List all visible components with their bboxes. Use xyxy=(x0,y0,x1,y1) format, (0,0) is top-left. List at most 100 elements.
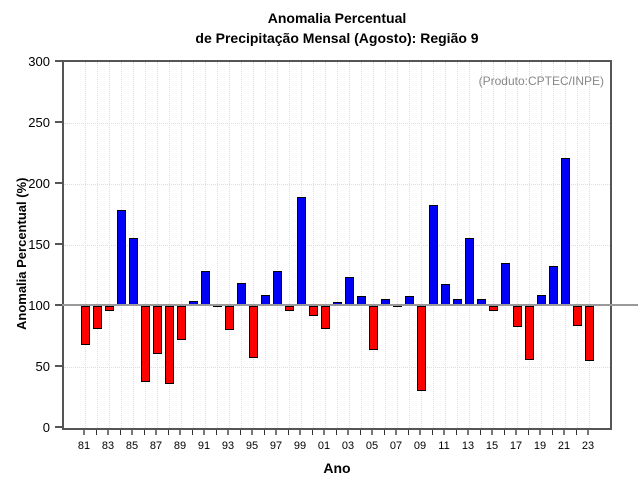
x-tick-label: 91 xyxy=(197,440,211,452)
x-tick xyxy=(155,430,157,435)
bar-22 xyxy=(572,306,582,326)
x-tick xyxy=(443,430,445,435)
x-tick xyxy=(179,430,181,435)
x-tick xyxy=(191,430,193,435)
x-axis-label: Ano xyxy=(323,460,351,476)
y-tick xyxy=(55,60,62,62)
bar-91 xyxy=(200,270,210,306)
bar-85 xyxy=(128,237,138,306)
bar-21 xyxy=(560,158,570,306)
horizontal-gridline xyxy=(64,245,610,246)
x-tick xyxy=(95,430,97,435)
bar-95 xyxy=(248,306,258,359)
bar-86 xyxy=(140,306,150,382)
x-tick xyxy=(587,430,589,435)
x-tick-label: 89 xyxy=(173,440,187,452)
bar-20 xyxy=(548,265,558,306)
x-tick xyxy=(515,430,517,435)
x-tick-label: 99 xyxy=(293,440,307,452)
x-tick-label: 07 xyxy=(389,440,403,452)
bar-83 xyxy=(104,306,114,311)
x-tick xyxy=(347,430,349,435)
x-tick xyxy=(419,430,421,435)
x-tick xyxy=(83,430,85,435)
bar-87 xyxy=(152,306,162,354)
x-tick xyxy=(275,430,277,435)
x-tick xyxy=(299,430,301,435)
bar-13 xyxy=(464,237,474,306)
x-tick xyxy=(227,430,229,435)
chart-title-line1: Anomalia Percentual xyxy=(267,10,407,26)
x-tick xyxy=(323,430,325,435)
y-tick-label: 250 xyxy=(28,115,50,130)
baseline-100-line xyxy=(62,304,638,306)
x-tick-label: 93 xyxy=(221,440,235,452)
x-tick-label: 23 xyxy=(581,440,595,452)
x-tick-label: 13 xyxy=(461,440,475,452)
bar-03 xyxy=(344,276,354,306)
x-tick xyxy=(563,430,565,435)
x-tick-label: 83 xyxy=(101,440,115,452)
x-tick-label: 15 xyxy=(485,440,499,452)
y-tick xyxy=(55,182,62,184)
x-tick-label: 97 xyxy=(269,440,283,452)
x-tick-label: 09 xyxy=(413,440,427,452)
x-tick xyxy=(431,430,433,435)
x-tick xyxy=(167,430,169,435)
bar-17 xyxy=(512,306,522,327)
horizontal-gridline xyxy=(64,367,610,368)
source-note: (Produto:CPTEC/INPE) xyxy=(478,74,604,88)
bar-16 xyxy=(500,263,510,306)
x-tick xyxy=(407,430,409,435)
x-tick-label: 85 xyxy=(125,440,139,452)
x-tick xyxy=(311,430,313,435)
bar-89 xyxy=(176,306,186,341)
x-tick xyxy=(143,430,145,435)
bar-18 xyxy=(524,306,534,360)
bar-93 xyxy=(224,306,234,331)
y-tick-label: 0 xyxy=(42,420,50,435)
bar-94 xyxy=(236,282,246,306)
x-tick-label: 17 xyxy=(509,440,523,452)
x-tick-label: 05 xyxy=(365,440,379,452)
bar-82 xyxy=(92,306,102,330)
x-tick-label: 95 xyxy=(245,440,259,452)
bar-00 xyxy=(308,306,318,316)
x-tick xyxy=(467,430,469,435)
x-tick xyxy=(359,430,361,435)
bar-23 xyxy=(584,306,594,361)
x-tick xyxy=(527,430,529,435)
x-tick xyxy=(251,430,253,435)
horizontal-gridline xyxy=(64,123,610,124)
bar-05 xyxy=(368,306,378,350)
x-tick xyxy=(575,430,577,435)
bar-11 xyxy=(440,284,450,306)
x-tick-label: 03 xyxy=(341,440,355,452)
y-tick xyxy=(55,304,62,306)
x-tick xyxy=(287,430,289,435)
x-tick xyxy=(395,430,397,435)
bar-97 xyxy=(272,270,282,306)
chart-title-line2: de Precipitação Mensal (Agosto): Região … xyxy=(195,30,479,46)
bar-01 xyxy=(320,306,330,330)
x-tick-label: 01 xyxy=(317,440,331,452)
x-tick xyxy=(131,430,133,435)
y-tick xyxy=(55,121,62,123)
x-tick-label: 87 xyxy=(149,440,163,452)
bar-99 xyxy=(296,197,306,306)
y-tick-label: 300 xyxy=(28,54,50,69)
x-tick xyxy=(503,430,505,435)
y-tick xyxy=(55,243,62,245)
x-tick xyxy=(203,430,205,435)
x-tick xyxy=(239,430,241,435)
x-tick xyxy=(119,430,121,435)
x-tick-label: 19 xyxy=(533,440,547,452)
bar-84 xyxy=(116,209,126,306)
x-tick xyxy=(455,430,457,435)
bar-15 xyxy=(488,306,498,311)
x-tick xyxy=(335,430,337,435)
x-tick xyxy=(107,430,109,435)
x-tick xyxy=(539,430,541,435)
y-tick-label: 100 xyxy=(28,298,50,313)
